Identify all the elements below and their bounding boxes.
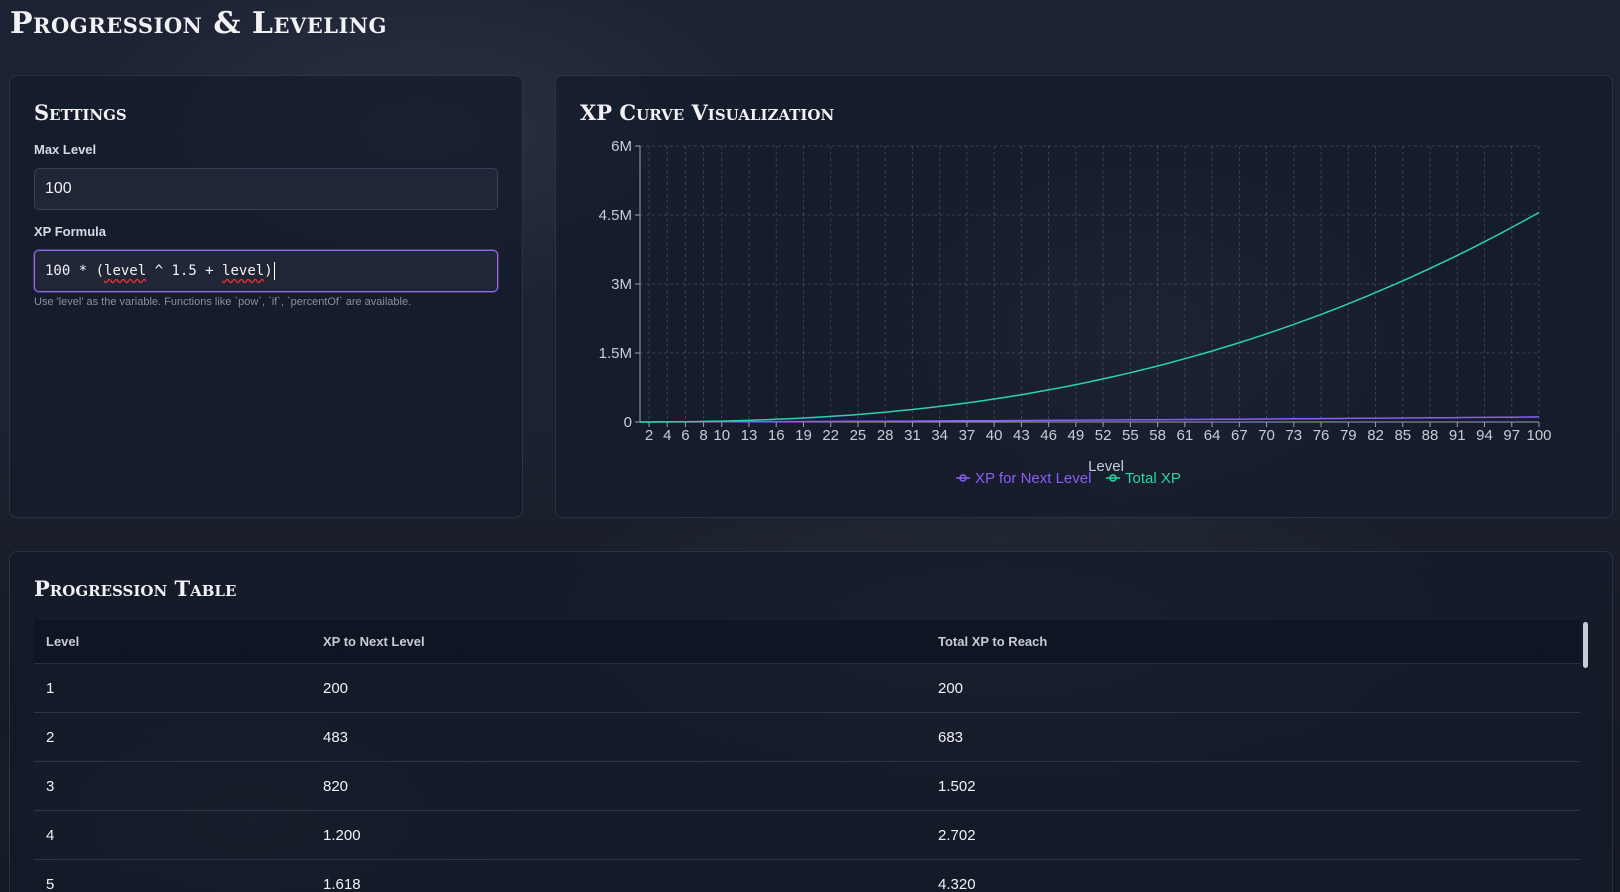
table-row: 3 820 1.502 — [34, 762, 1580, 811]
x-tick-label: 19 — [795, 427, 812, 444]
x-tick-label: 28 — [877, 427, 894, 444]
cell-total-xp: 200 — [938, 679, 964, 697]
y-tick-label: 0 — [624, 414, 632, 431]
x-tick-label: 73 — [1285, 427, 1302, 444]
formula-part: 100 * ( — [45, 263, 105, 279]
page-title: Progression & Leveling — [10, 6, 387, 41]
x-tick-label: 34 — [931, 427, 948, 444]
x-tick-label: 82 — [1367, 427, 1384, 444]
x-tick-label: 4 — [663, 427, 671, 444]
x-tick-label: 76 — [1313, 427, 1330, 444]
progression-table-card: Progression Table Level XP to Next Level… — [9, 551, 1613, 892]
cell-total-xp: 1.502 — [938, 777, 976, 795]
x-tick-label: 94 — [1476, 427, 1493, 444]
cell-xp-next: 1.200 — [323, 826, 361, 844]
x-tick-label: 46 — [1040, 427, 1057, 444]
progression-table: Level XP to Next Level Total XP to Reach… — [34, 620, 1580, 892]
settings-card: Settings Max Level 100 XP Formula 100 * … — [9, 75, 523, 518]
x-tick-label: 55 — [1122, 427, 1139, 444]
x-tick-label: 6 — [681, 427, 689, 444]
formula-part: ^ 1.5 + — [146, 263, 223, 279]
cell-xp-next: 1.618 — [323, 875, 361, 892]
x-tick-label: 88 — [1422, 427, 1439, 444]
header-xp-next[interactable]: XP to Next Level — [323, 634, 425, 649]
chart-legend: XP for Next Level Total XP — [956, 470, 1181, 487]
x-tick-label: 52 — [1095, 427, 1112, 444]
cell-level: 4 — [46, 826, 55, 844]
formula-part: level — [104, 263, 147, 279]
y-tick-label: 4.5M — [599, 207, 632, 224]
x-tick-label: 37 — [959, 427, 976, 444]
legend-label-next: XP for Next Level — [975, 470, 1091, 487]
table-row: 2 483 683 — [34, 713, 1580, 762]
xp-formula-input[interactable]: 100 * (level ^ 1.5 + level) — [34, 250, 498, 292]
x-tick-label: 10 — [713, 427, 730, 444]
x-tick-label: 22 — [822, 427, 839, 444]
text-caret — [273, 262, 275, 280]
header-level[interactable]: Level — [46, 634, 80, 649]
max-level-label: Max Level — [34, 142, 97, 157]
y-tick-label: 1.5M — [599, 345, 632, 362]
legend-item-total[interactable]: Total XP — [1106, 470, 1181, 487]
header-total-xp[interactable]: Total XP to Reach — [938, 634, 1048, 649]
chart-grid — [640, 145, 1540, 423]
chart-title: XP Curve Visualization — [580, 100, 835, 125]
x-tick-label: 16 — [768, 427, 785, 444]
max-level-value: 100 — [45, 180, 72, 197]
chart-series — [640, 211, 1540, 423]
x-tick-label: 2 — [645, 427, 653, 444]
table-row: 1 200 200 — [34, 664, 1580, 713]
cell-total-xp: 4.320 — [938, 875, 976, 892]
cell-xp-next: 200 — [323, 679, 349, 697]
x-tick-label: 67 — [1231, 427, 1248, 444]
legend-item-next[interactable]: XP for Next Level — [956, 470, 1091, 487]
x-tick-label: 100 — [1526, 427, 1551, 444]
y-tick-label: 3M — [611, 276, 632, 293]
x-tick-label: 61 — [1177, 427, 1194, 444]
table-row: 4 1.200 2.702 — [34, 811, 1580, 860]
x-axis-label: Level — [1088, 458, 1124, 475]
formula-hint: Use 'level' as the variable. Functions l… — [34, 296, 412, 308]
table-row: 5 1.618 4.320 — [34, 860, 1580, 892]
xp-formula-label: XP Formula — [34, 224, 107, 239]
table-scrollbar[interactable] — [1583, 622, 1588, 668]
table-title: Progression Table — [34, 576, 237, 601]
cell-level: 5 — [46, 875, 55, 892]
formula-part: level — [222, 263, 265, 279]
x-tick-label: 70 — [1258, 427, 1275, 444]
x-tick-label: 49 — [1068, 427, 1085, 444]
x-tick-label: 13 — [741, 427, 758, 444]
cell-level: 3 — [46, 777, 55, 795]
x-tick-label: 40 — [986, 427, 1003, 444]
x-tick-label: 64 — [1204, 427, 1221, 444]
x-tick-label: 85 — [1394, 427, 1411, 444]
x-tick-label: 25 — [850, 427, 867, 444]
cell-total-xp: 683 — [938, 728, 964, 746]
cell-level: 2 — [46, 728, 55, 746]
cell-level: 1 — [46, 679, 55, 697]
x-tick-label: 58 — [1149, 427, 1166, 444]
formula-part: ) — [264, 263, 273, 279]
legend-label-total: Total XP — [1125, 470, 1181, 487]
x-tick-label: 43 — [1013, 427, 1030, 444]
series-xp-next-line — [640, 416, 1540, 423]
series-total-xp-line — [640, 211, 1540, 423]
x-tick-label: 91 — [1449, 427, 1466, 444]
cell-total-xp: 2.702 — [938, 826, 976, 844]
y-tick-label: 6M — [611, 138, 632, 155]
x-tick-label: 8 — [699, 427, 707, 444]
xp-curve-card: XP Curve Visualization 0 1.5M 3M 4.5M 6M 2 4 6 8… — [555, 75, 1613, 518]
table-header-row: Level XP to Next Level Total XP to Reach — [34, 620, 1580, 664]
cell-xp-next: 820 — [323, 777, 349, 795]
cell-xp-next: 483 — [323, 728, 349, 746]
max-level-input[interactable]: 100 — [34, 168, 498, 210]
x-tick-label: 31 — [904, 427, 921, 444]
x-tick-label: 97 — [1503, 427, 1520, 444]
x-tick-label: 79 — [1340, 427, 1357, 444]
settings-title: Settings — [34, 100, 127, 125]
